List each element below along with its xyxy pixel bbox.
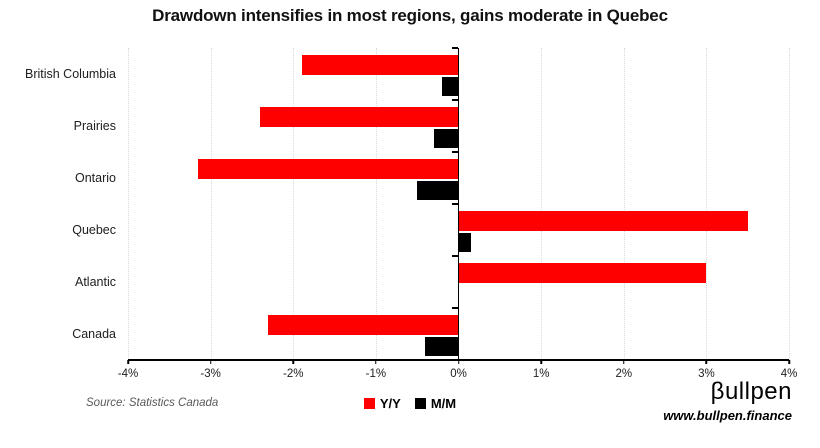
legend-swatch (414, 398, 426, 409)
x-axis-line (128, 359, 789, 361)
category-label: Canada (72, 327, 116, 341)
legend: Y/Y M/M (0, 396, 820, 411)
legend-label: Y/Y (379, 396, 401, 411)
zero-axis-line (457, 48, 460, 360)
bar-yy-british-columbia (301, 55, 459, 75)
category-axis: British Columbia Prairies Ontario Quebec Atl… (0, 48, 116, 360)
brand-url: www.bullpen.finance (663, 408, 792, 424)
category-axis-tick (452, 307, 458, 309)
x-axis-tick (375, 360, 377, 364)
brand-block: βullpen www.bullpen.finance (663, 378, 792, 424)
bar-yy-prairies (260, 107, 459, 127)
x-tick-label: -4% (117, 368, 139, 380)
x-axis-tick (457, 360, 460, 364)
gridline (293, 48, 295, 360)
gridline (375, 48, 377, 360)
plot-area (127, 47, 790, 364)
legend-label: M/M (430, 396, 457, 411)
category-axis-tick (452, 151, 458, 153)
category-axis-tick (452, 255, 458, 257)
x-tick-label: 4% (780, 368, 798, 380)
category-label: Prairies (73, 119, 116, 133)
legend-item: Y/Y (363, 396, 401, 411)
category-axis-tick (452, 47, 458, 49)
category-label: Quebec (72, 223, 116, 237)
bar-yy-ontario (198, 159, 459, 179)
gridline (706, 48, 708, 360)
x-tick-label: -1% (365, 368, 387, 380)
legend-item: M/M (414, 396, 457, 411)
brand-logo: βullpen (710, 378, 792, 405)
category-label: British Columbia (24, 67, 116, 81)
x-tick-label: 1% (532, 368, 550, 380)
x-axis-tick (540, 360, 542, 364)
bar-yy-quebec (458, 211, 748, 231)
legend-swatch (363, 398, 375, 409)
x-axis-tick (623, 360, 625, 364)
x-axis-tick (705, 360, 708, 364)
bar-mm-british-columbia (441, 77, 459, 96)
bar-yy-canada (268, 315, 459, 335)
bar-mm-quebec (458, 233, 471, 252)
gridline (541, 48, 543, 360)
bar-mm-ontario (417, 181, 459, 200)
gridline (623, 48, 625, 360)
gridline (128, 48, 129, 360)
gridline (789, 48, 790, 360)
x-tick-label: 2% (615, 368, 633, 380)
value-axis: -4% -3% -2% -1% 0% 1% 2% 3% 4% (118, 368, 798, 384)
chart-title: Drawdown intensifies in most regions, ga… (152, 6, 668, 25)
x-axis-tick (788, 360, 790, 364)
x-axis-tick (209, 360, 212, 364)
category-axis-tick (452, 99, 458, 101)
bar-yy-atlantic (458, 263, 707, 283)
source-note: Source: Statistics Canada (86, 397, 219, 409)
x-axis-tick (127, 360, 129, 364)
category-label: Ontario (75, 171, 116, 185)
x-tick-label: -3% (200, 368, 221, 380)
gridline (210, 48, 212, 360)
category-axis-tick (452, 203, 458, 205)
category-label: Atlantic (75, 275, 116, 289)
bar-mm-prairies (433, 129, 459, 148)
x-tick-label: -2% (283, 368, 304, 380)
x-tick-label: 3% (698, 368, 715, 380)
bar-mm-canada (425, 337, 459, 356)
x-tick-label: 0% (450, 368, 467, 380)
x-axis-tick (292, 360, 294, 364)
